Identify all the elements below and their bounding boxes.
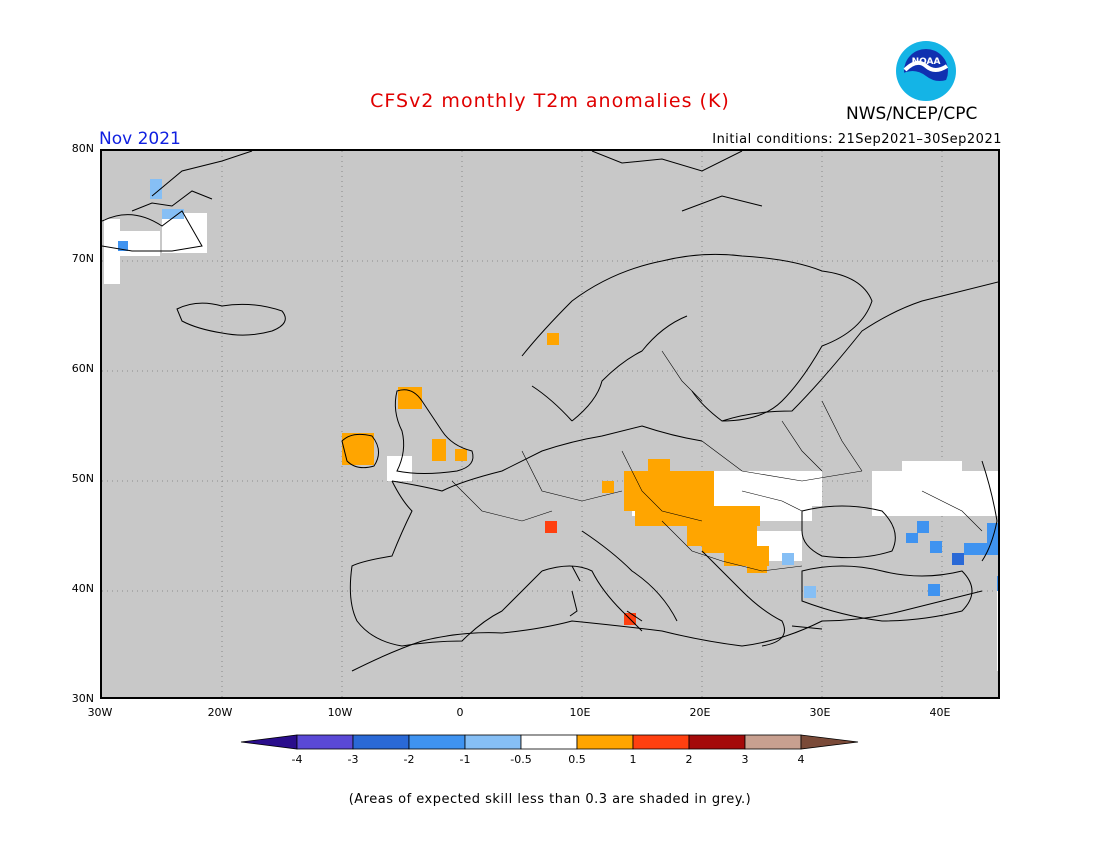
colorbar-tick: -4 — [291, 753, 303, 766]
colorbar-segment — [464, 734, 522, 750]
anomaly-near-zero — [104, 213, 998, 671]
colorbar-tick: 1 — [629, 753, 637, 766]
colorbar-segment — [520, 734, 578, 750]
forecast-month: Nov 2021 — [99, 129, 181, 149]
anomaly-warm — [342, 333, 769, 573]
noaa-logo-icon: NOAA — [895, 40, 957, 102]
colorbar-tick: -2 — [403, 753, 415, 766]
lat-label-80n: 80N — [71, 142, 94, 155]
colorbar-segment — [296, 734, 354, 750]
colorbar-svg — [240, 734, 859, 750]
anomaly-map — [100, 149, 1000, 699]
colorbar-segment — [352, 734, 410, 750]
colorbar-segment — [576, 734, 634, 750]
colorbar-tick: -3 — [347, 753, 359, 766]
map-svg — [102, 151, 998, 697]
lon-label-40e: 40E — [929, 706, 951, 719]
colorbar-tick: 3 — [741, 753, 749, 766]
agency-label: NWS/NCEP/CPC — [846, 104, 978, 124]
colorbar-tick: -0.5 — [510, 753, 532, 766]
skill-note: (Areas of expected skill less than 0.3 a… — [348, 792, 752, 807]
anomaly-cold — [118, 241, 998, 596]
colorbar-segment — [408, 734, 466, 750]
lon-label-10w: 10W — [327, 706, 353, 719]
lon-label-10e: 10E — [569, 706, 591, 719]
coastlines — [102, 151, 998, 672]
lat-label-30n: 30N — [71, 692, 94, 705]
colorbar-tick: 2 — [685, 753, 693, 766]
chart-title: CFSv2 monthly T2m anomalies (K) — [370, 90, 730, 112]
colorbar-segment — [800, 734, 859, 750]
lon-label-30w: 30W — [87, 706, 113, 719]
colorbar-tick: -1 — [459, 753, 471, 766]
colorbar-tick: 0.5 — [568, 753, 586, 766]
svg-text:NOAA: NOAA — [912, 57, 941, 67]
anomaly-cool — [150, 179, 816, 598]
lat-label-40n: 40N — [71, 582, 94, 595]
colorbar — [240, 734, 860, 754]
lat-label-50n: 50N — [71, 472, 94, 485]
initial-conditions: Initial conditions: 21Sep2021–30Sep2021 — [712, 132, 1002, 147]
lat-label-70n: 70N — [71, 252, 94, 265]
anomaly-very-cold — [952, 553, 964, 565]
colorbar-segment — [240, 734, 298, 750]
lon-label-30e: 30E — [809, 706, 831, 719]
lon-label-20e: 20E — [689, 706, 711, 719]
colorbar-segment — [688, 734, 746, 750]
lon-label-20w: 20W — [207, 706, 233, 719]
colorbar-tick: 4 — [797, 753, 805, 766]
lat-label-60n: 60N — [71, 362, 94, 375]
colorbar-segment — [632, 734, 690, 750]
colorbar-segment — [744, 734, 802, 750]
lon-label-0: 0 — [456, 706, 464, 719]
